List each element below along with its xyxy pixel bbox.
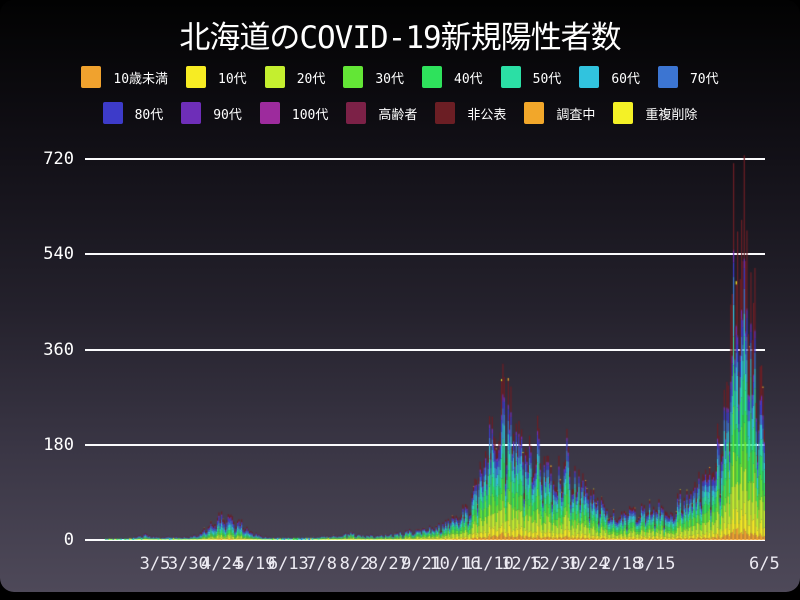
- legend-item-age-under10: 10歳未満: [81, 66, 168, 88]
- legend-swatch-age-10s: [186, 66, 207, 88]
- legend-label-age-80s: 80代: [134, 107, 164, 123]
- legend-label-age-70s: 70代: [689, 71, 719, 87]
- x-tick-label-5-19: 5/19: [234, 554, 276, 574]
- legend-swatch-age-70s: [657, 66, 678, 88]
- legend-swatch-age-20s: [264, 66, 285, 88]
- legend-swatch-age-30s: [343, 66, 364, 88]
- legend-label-investigating: 調査中: [556, 107, 596, 123]
- legend-swatch-age-50s: [500, 66, 521, 88]
- legend-item-age-80s: 80代: [102, 102, 164, 124]
- x-tick-label-9-21: 9/21: [401, 554, 443, 574]
- legend-item-age-100s: 100代: [259, 102, 329, 124]
- legend-item-age-30s: 30代: [343, 66, 404, 88]
- legend-row-2: 80代 90代 100代 高齢者 非公表 調査中 重複削除: [0, 102, 800, 124]
- legend-swatch-undisclosed: [435, 102, 456, 124]
- legend-item-age-50s: 50代: [500, 66, 562, 88]
- x-tick-label-11-10: 11/10: [462, 554, 514, 574]
- x-tick-label-1-24: 1/24: [567, 554, 609, 574]
- x-tick-label-7-8: 7/8: [306, 554, 338, 574]
- legend-item-age-40s: 40代: [422, 66, 483, 88]
- legend-swatch-age-under10: [81, 66, 102, 88]
- legend-item-elderly: 高齢者: [346, 102, 417, 124]
- x-tick-label-2-18: 2/18: [601, 554, 643, 574]
- legend-item-age-70s: 70代: [657, 66, 719, 88]
- chart-canvas: [85, 150, 765, 540]
- legend-swatch-age-40s: [422, 66, 442, 88]
- legend-item-age-60s: 60代: [579, 66, 640, 88]
- legend-swatch-investigating: [524, 102, 545, 124]
- legend-label-dedup-removed: 重複削除: [645, 107, 698, 123]
- y-tick-label-0: 0: [63, 530, 74, 550]
- legend-label-age-30s: 30代: [375, 71, 404, 87]
- legend-label-age-20s: 20代: [296, 71, 326, 87]
- x-tick-label-12-30: 12/30: [529, 554, 581, 574]
- legend-item-investigating: 調査中: [524, 102, 595, 124]
- legend-label-age-60s: 60代: [611, 71, 640, 87]
- legend-swatch-age-90s: [181, 102, 202, 124]
- legend-row-1: 10歳未満 10代 20代 30代 40代 50代 60代 70代: [0, 66, 800, 88]
- x-tick-label-3-5: 3/5: [139, 554, 171, 574]
- gridline-0: [85, 539, 765, 541]
- legend-label-age-40s: 40代: [454, 71, 483, 87]
- legend-swatch-elderly: [346, 102, 367, 124]
- x-tick-label-10-16: 10/16: [429, 554, 481, 574]
- y-tick-label-540: 540: [43, 244, 74, 265]
- y-tick-label-720: 720: [43, 149, 74, 169]
- legend-item-age-10s: 10代: [186, 66, 247, 88]
- legend-swatch-age-80s: [102, 102, 123, 124]
- legend-label-age-50s: 50代: [532, 71, 562, 87]
- y-tick-label-360: 360: [43, 339, 74, 360]
- x-tick-label-4-24: 4/24: [201, 554, 243, 574]
- legend-label-age-10s: 10代: [218, 71, 247, 87]
- legend-label-age-100s: 100代: [291, 107, 329, 123]
- y-tick-label-180: 180: [43, 434, 74, 455]
- legend-label-age-under10: 10歳未満: [113, 71, 169, 87]
- x-tick-label-6-13: 6/13: [267, 554, 309, 574]
- legend-label-elderly: 高齢者: [378, 107, 418, 123]
- legend-swatch-age-100s: [259, 102, 280, 124]
- x-tick-label-8-27: 8/27: [367, 554, 409, 574]
- legend-item-age-90s: 90代: [181, 102, 242, 124]
- x-tick-label-6-5: 6/5: [748, 554, 780, 574]
- x-tick-label-3-30: 3/30: [167, 554, 209, 574]
- legend-label-undisclosed: 非公表: [467, 107, 507, 123]
- x-tick-label-12-5: 12/5: [501, 554, 543, 574]
- legend-swatch-age-60s: [579, 66, 600, 88]
- legend-item-dedup-removed: 重複削除: [613, 102, 697, 124]
- chart-title: 北海道のCOVID-19新規陽性者数: [179, 20, 621, 56]
- x-tick-label-3-15: 3/15: [634, 554, 676, 574]
- legend-item-age-20s: 20代: [264, 66, 326, 88]
- legend-swatch-dedup-removed: [613, 102, 634, 124]
- x-tick-label-8-2: 8/2: [339, 554, 371, 574]
- legend-item-undisclosed: 非公表: [435, 102, 506, 124]
- legend-label-age-90s: 90代: [213, 107, 242, 123]
